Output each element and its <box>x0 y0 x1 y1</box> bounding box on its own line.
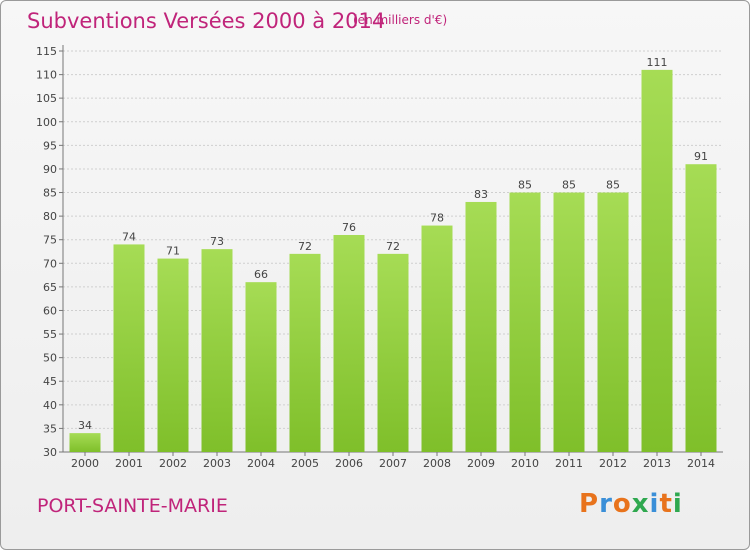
data-label-2008: 78 <box>430 212 444 225</box>
x-tick-label-2008: 2008 <box>423 457 451 470</box>
chart-title: Subventions Versées 2000 à 2014 <box>27 9 386 33</box>
y-tick-label: 115 <box>36 45 57 58</box>
data-label-2006: 76 <box>342 221 356 234</box>
x-tick-label-2006: 2006 <box>335 457 363 470</box>
y-tick-label: 85 <box>43 187 57 200</box>
x-tick-label-2013: 2013 <box>643 457 671 470</box>
data-label-2001: 74 <box>122 230 136 243</box>
logo-letter: P <box>579 489 600 519</box>
data-labels: 34 74 71 73 66 72 76 72 78 83 85 85 85 111 91 <box>78 56 708 432</box>
bar-2000 <box>69 433 101 452</box>
bar-2011 <box>553 192 585 452</box>
x-tick-label-2005: 2005 <box>291 457 319 470</box>
data-label-2003: 73 <box>210 235 224 248</box>
y-tick-label: 35 <box>43 422 57 435</box>
bar-2006 <box>333 234 365 452</box>
x-tick-label-2009: 2009 <box>467 457 495 470</box>
x-tick-label-2011: 2011 <box>555 457 583 470</box>
data-label-2004: 66 <box>254 268 268 281</box>
bar-2002 <box>157 258 189 452</box>
bar-2005 <box>289 253 321 452</box>
data-label-2002: 71 <box>166 245 180 258</box>
data-label-2005: 72 <box>298 240 312 253</box>
x-tick-label-2012: 2012 <box>599 457 627 470</box>
logo-letter: i <box>649 489 660 519</box>
y-tick-label: 100 <box>36 116 57 129</box>
bar-2010 <box>509 192 541 452</box>
data-label-2014: 91 <box>694 150 708 163</box>
x-tick-label-2003: 2003 <box>203 457 231 470</box>
y-tick-label: 40 <box>43 399 57 412</box>
y-tick-label: 95 <box>43 139 57 152</box>
bar-2003 <box>201 249 233 452</box>
data-label-2007: 72 <box>386 240 400 253</box>
y-tick-label: 60 <box>43 304 57 317</box>
logo-letter: r <box>599 489 613 519</box>
y-tick-label: 50 <box>43 352 57 365</box>
proxiti-logo[interactable]: Proxiti <box>579 489 683 519</box>
y-tick-label: 65 <box>43 281 57 294</box>
x-tick-label-2000: 2000 <box>71 457 99 470</box>
y-tick-label: 105 <box>36 92 57 105</box>
bars <box>69 69 717 453</box>
bar-2012 <box>597 192 629 452</box>
chart-subtitle: (en milliers d'€) <box>353 13 448 27</box>
bar-2014 <box>685 164 717 453</box>
y-tick-label: 45 <box>43 375 57 388</box>
bar-2001 <box>113 244 145 452</box>
y-tick-label: 30 <box>43 446 57 459</box>
logo-letter: t <box>659 489 673 519</box>
logo-letter: x <box>631 489 650 519</box>
y-tick-label: 80 <box>43 210 57 223</box>
x-tick-label-2014: 2014 <box>687 457 715 470</box>
x-tick-label-2010: 2010 <box>511 457 539 470</box>
logo-letter: i <box>672 489 683 519</box>
data-label-2009: 83 <box>474 188 488 201</box>
y-tick-label: 55 <box>43 328 57 341</box>
bar-2009 <box>465 201 497 452</box>
x-tick-label-2001: 2001 <box>115 457 143 470</box>
y-tick-label: 75 <box>43 234 57 247</box>
x-tick-label-2007: 2007 <box>379 457 407 470</box>
city-name: PORT-SAINTE-MARIE <box>37 495 228 517</box>
x-tick-label-2002: 2002 <box>159 457 187 470</box>
bar-2004 <box>245 282 277 452</box>
y-tick-label: 110 <box>36 69 57 82</box>
logo-letter: o <box>612 489 632 519</box>
bar-2008 <box>421 225 453 452</box>
data-label-2012: 85 <box>606 179 620 192</box>
x-tick-label-2004: 2004 <box>247 457 275 470</box>
data-label-2011: 85 <box>562 179 576 192</box>
data-label-2010: 85 <box>518 179 532 192</box>
data-label-2013: 111 <box>647 56 668 69</box>
bar-2013 <box>641 69 673 452</box>
y-tick-label: 70 <box>43 257 57 270</box>
bar-2007 <box>377 253 409 452</box>
data-label-2000: 34 <box>78 419 92 432</box>
y-tick-label: 90 <box>43 163 57 176</box>
